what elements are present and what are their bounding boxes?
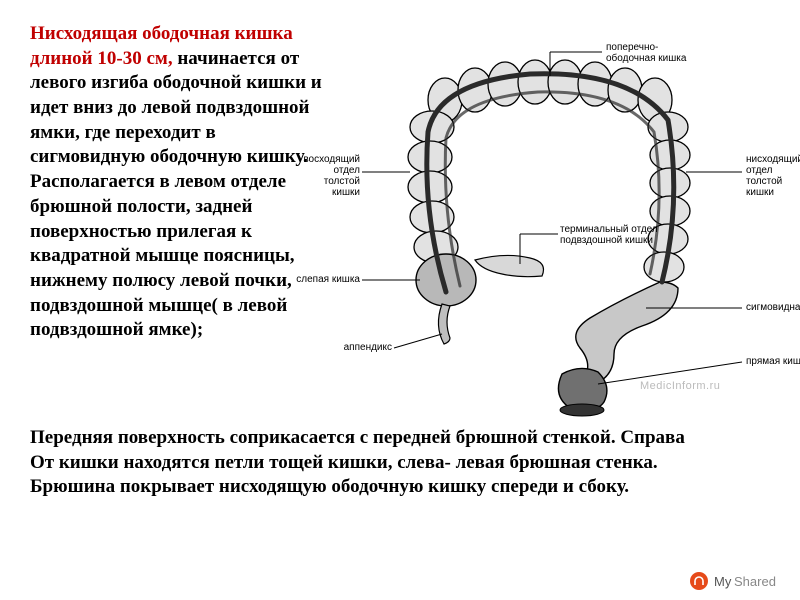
body-text: начинается от левого изгиба ободочной ки… [30,48,322,341]
label-ascending: восходящий отдел толстой кишки [292,154,360,198]
top-row: Нисходящая ободочная кишка длиной 10-30 … [30,22,770,422]
figure-column: восходящий отдел толстой кишки поперечно… [330,22,770,422]
svg-text:My: My [714,574,732,589]
label-transverse: поперечно- ободочная кишка [606,42,686,64]
label-descending: нисходящий отдел толстой кишки [746,154,800,198]
label-terminal: терминальный отдел подвздошной кишки [560,224,658,246]
label-cecum: слепая кишка [292,274,360,285]
myshared-logo: My Shared [688,570,788,592]
label-appendix: аппендикс [330,342,392,353]
slide: Нисходящая ободочная кишка длиной 10-30 … [0,0,800,600]
colon-diagram: восходящий отдел толстой кишки поперечно… [350,42,790,422]
figure-watermark: MedicInform.ru [640,380,720,392]
main-text-column: Нисходящая ободочная кишка длиной 10-30 … [30,22,330,343]
label-rectum: прямая кишка [746,356,800,367]
lower-paragraph: Передняя поверхность соприкасается с пер… [30,426,770,500]
label-sigmoid: сигмовидная кишка [746,302,800,313]
svg-text:Shared: Shared [734,574,776,589]
